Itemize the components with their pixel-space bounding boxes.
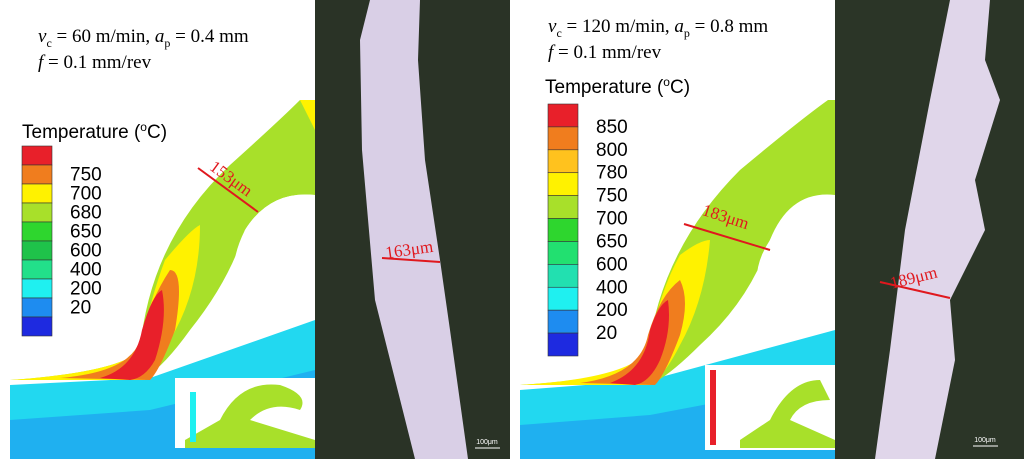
symbol: f bbox=[548, 42, 556, 63]
legend-label: 700 bbox=[596, 209, 628, 230]
legend-label: 600 bbox=[70, 241, 102, 262]
legend-label: 750 bbox=[596, 186, 628, 207]
subscript: c bbox=[556, 26, 561, 40]
legend-label: 400 bbox=[70, 260, 102, 281]
legend-label: 700 bbox=[70, 184, 102, 205]
text: Temperature ( bbox=[22, 122, 141, 143]
legend-swatch bbox=[21, 183, 53, 204]
simulation-left: 153μm vc = 60 m/min, ap = 0.4 mm f = 0.1… bbox=[10, 26, 315, 459]
legend-swatch bbox=[547, 149, 579, 174]
legend-label: 200 bbox=[70, 279, 102, 300]
legend-swatch bbox=[21, 164, 53, 185]
legend-label: 400 bbox=[596, 277, 628, 298]
subscript: p bbox=[684, 26, 690, 40]
scale-label: 100μm bbox=[974, 437, 996, 444]
superscript: o bbox=[663, 75, 670, 89]
text: = 120 m/min, bbox=[562, 16, 675, 37]
legend-swatch bbox=[547, 332, 579, 357]
legend-swatch bbox=[21, 221, 53, 242]
subscript: p bbox=[164, 36, 170, 50]
legend-swatch bbox=[547, 103, 579, 128]
legend-label: 680 bbox=[70, 203, 102, 224]
legend-swatch bbox=[21, 259, 53, 280]
legend-swatch bbox=[547, 218, 579, 242]
text: = 0.1 mm/rev bbox=[43, 52, 151, 73]
legend-label: 200 bbox=[596, 300, 628, 321]
text: = 0.1 mm/rev bbox=[553, 42, 661, 63]
text: C) bbox=[670, 77, 690, 98]
cutting-params: vc = 120 m/min, ap = 0.8 mm bbox=[548, 16, 768, 40]
text: C) bbox=[147, 122, 167, 143]
legend-swatch bbox=[21, 297, 53, 318]
legend-swatch bbox=[547, 241, 579, 265]
legend-swatch bbox=[547, 264, 579, 288]
legend-swatch bbox=[547, 126, 579, 151]
symbol: v bbox=[38, 26, 47, 47]
text: = 0.8 mm bbox=[690, 16, 768, 37]
micrograph-right: 189μm 100μm bbox=[835, 0, 1024, 459]
feed-param: f = 0.1 mm/rev bbox=[548, 42, 662, 63]
legend-label: 780 bbox=[596, 163, 628, 184]
text: = 60 m/min, bbox=[52, 26, 155, 47]
legend-swatch bbox=[21, 278, 53, 299]
legend-swatch bbox=[547, 172, 579, 196]
subscript: c bbox=[46, 36, 51, 50]
legend-label: 20 bbox=[596, 323, 617, 344]
legend-label: 750 bbox=[70, 165, 102, 186]
symbol: a bbox=[155, 26, 165, 47]
legend-title: Temperature (oC) bbox=[22, 120, 167, 143]
legend-swatch bbox=[21, 316, 53, 337]
symbol: v bbox=[548, 16, 557, 37]
legend-label: 600 bbox=[596, 254, 628, 275]
legend-swatch bbox=[547, 286, 579, 311]
legend-title: Temperature (oC) bbox=[545, 75, 690, 98]
superscript: o bbox=[140, 120, 147, 134]
legend-label: 650 bbox=[596, 231, 628, 252]
cutting-params: vc = 60 m/min, ap = 0.4 mm bbox=[38, 26, 249, 50]
micrograph-left: 163μm 100μm bbox=[315, 0, 510, 459]
legend-swatch bbox=[21, 145, 53, 166]
text: Temperature ( bbox=[545, 77, 664, 98]
simulation-right: 183μm vc = 120 m/min, ap = 0.8 mm f = 0.… bbox=[520, 16, 835, 459]
legend-swatch bbox=[21, 240, 53, 261]
legend-label: 650 bbox=[70, 222, 102, 243]
legend-label: 850 bbox=[596, 117, 628, 138]
legend-label: 800 bbox=[596, 140, 628, 161]
text: = 0.4 mm bbox=[170, 26, 248, 47]
legend-swatch bbox=[547, 195, 579, 219]
scale-label: 100μm bbox=[476, 439, 498, 446]
legend-swatch bbox=[547, 309, 579, 334]
symbol: a bbox=[674, 16, 684, 37]
symbol: f bbox=[38, 52, 46, 73]
legend-swatch bbox=[21, 202, 53, 223]
legend-label: 20 bbox=[70, 298, 91, 319]
feed-param: f = 0.1 mm/rev bbox=[38, 52, 152, 73]
